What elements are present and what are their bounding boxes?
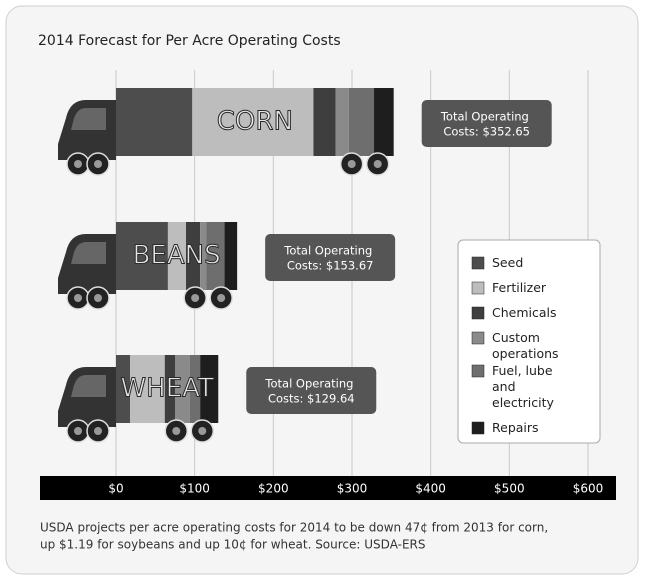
x-tick-label: $200: [258, 482, 289, 496]
bar-segment: [116, 355, 131, 423]
bar-segment: [200, 222, 207, 290]
x-tick-label: $100: [179, 482, 210, 496]
legend-label: Custom operations: [492, 330, 559, 361]
x-tick-label: $0: [108, 482, 123, 496]
total-box: [246, 367, 377, 414]
bar-segment: [175, 355, 190, 423]
bar-segment: [374, 88, 394, 156]
legend-box: [457, 239, 601, 444]
x-tick-label: $600: [573, 482, 604, 496]
legend-swatch: [471, 306, 485, 320]
legend-label: Chemicals: [492, 305, 557, 320]
wheel-hub: [74, 427, 82, 435]
bar-segment: [167, 222, 187, 290]
legend-label: Seed: [492, 255, 523, 270]
bar-segment: [130, 355, 165, 423]
total-box: [421, 100, 552, 147]
wheel-hub: [74, 294, 82, 302]
footnote: USDA projects per acre operating costs f…: [40, 521, 548, 535]
wheel-hub: [94, 294, 102, 302]
bar-segment: [200, 355, 219, 423]
legend-label: Fuel, lube and electricity: [492, 363, 557, 410]
wheel-hub: [74, 160, 82, 168]
bar-segment: [186, 222, 201, 290]
bar-segment: [348, 88, 375, 156]
legend-label: Repairs: [492, 420, 539, 435]
bar-segment: [206, 222, 225, 290]
category-label: CORN: [217, 107, 293, 137]
axis-band: [40, 476, 616, 500]
wheel-hub: [94, 160, 102, 168]
footnote: up $1.19 for soybeans and up 10¢ for whe…: [40, 538, 426, 552]
bar-segment: [116, 222, 168, 290]
wheel-hub: [94, 427, 102, 435]
bar-segment: [189, 355, 201, 423]
legend-swatch: [471, 281, 485, 295]
total-label: Total Operating Costs: $153.67: [283, 243, 376, 272]
legend-swatch: [471, 421, 485, 435]
chart-title: 2014 Forecast for Per Acre Operating Cos…: [38, 33, 341, 49]
wheel-hub: [347, 160, 356, 168]
wheel-hub: [172, 427, 181, 435]
truck-window: [71, 108, 106, 130]
total-label: Total Operating Costs: $129.64: [264, 376, 357, 405]
x-tick-label: $400: [415, 482, 446, 496]
legend-swatch: [471, 256, 485, 270]
category-label: BEANS: [133, 241, 221, 271]
x-tick-label: $300: [337, 482, 368, 496]
total-label: Total Operating Costs: $352.65: [440, 109, 533, 138]
bar-segment: [313, 88, 336, 156]
x-tick-label: $500: [494, 482, 525, 496]
legend-label: Fertilizer: [492, 280, 547, 295]
bar-segment: [116, 88, 193, 156]
bar-segment: [335, 88, 349, 156]
truck-window: [71, 242, 106, 264]
bar-segment: [192, 88, 314, 156]
legend-swatch: [471, 331, 485, 345]
legend-swatch: [471, 364, 485, 378]
truck-window: [71, 375, 106, 397]
bar-segment: [224, 222, 238, 290]
category-label: WHEAT: [120, 374, 213, 404]
wheel-hub: [191, 294, 200, 302]
wheel-hub: [217, 294, 226, 302]
wheel-hub: [373, 160, 382, 168]
wheel-hub: [198, 427, 207, 435]
total-box: [265, 234, 396, 281]
bar-segment: [164, 355, 175, 423]
